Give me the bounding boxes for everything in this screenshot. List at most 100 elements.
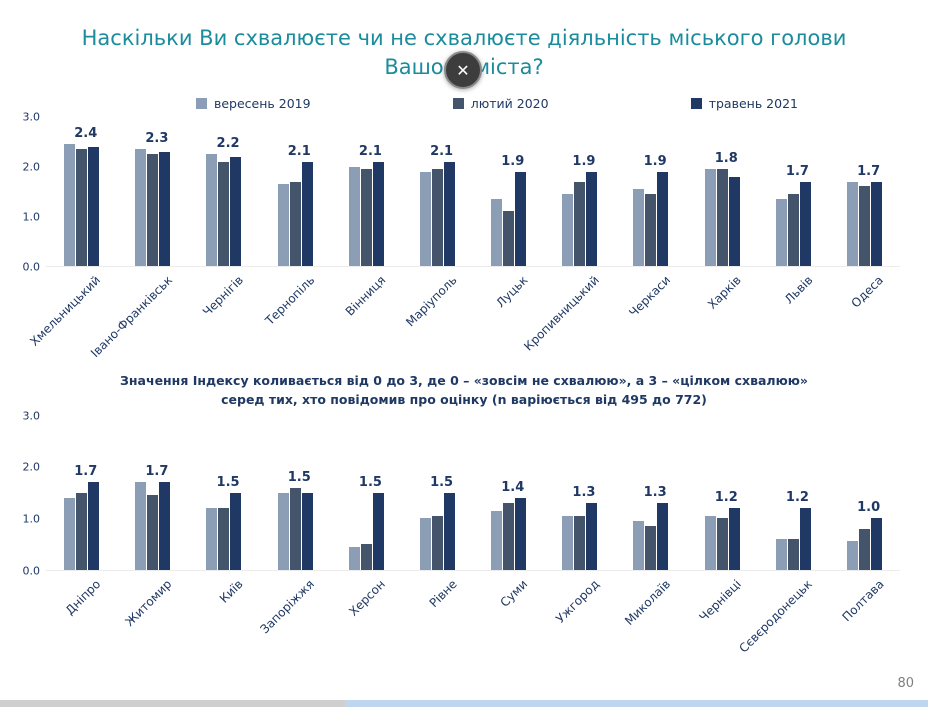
bar: [64, 497, 76, 570]
bars: [687, 117, 758, 266]
legend-label: травень 2021: [708, 95, 798, 111]
category: Житомир: [117, 571, 188, 659]
note-line1: Значення Індексу коливається від 0 до 3,…: [120, 372, 808, 388]
bar: [775, 538, 787, 570]
bars: [260, 416, 331, 570]
category: Полтава: [829, 571, 900, 659]
bar: [870, 518, 882, 570]
category-label: Одеса: [848, 272, 887, 311]
category-label: Херсон: [346, 576, 389, 619]
bar: [503, 211, 515, 266]
bar: [633, 188, 645, 266]
bar: [716, 169, 728, 266]
bars: [402, 416, 473, 570]
category-label: Чернівці: [696, 576, 745, 625]
bar: [870, 181, 882, 266]
bar-group: 1.3: [544, 416, 615, 570]
scrollbar-thumb[interactable]: [0, 700, 345, 707]
bar: [503, 502, 515, 570]
category-label: Черкаси: [626, 272, 673, 320]
value-label: 1.5: [287, 469, 311, 485]
y-tick-label: 1.0: [22, 512, 41, 526]
bar: [799, 508, 811, 570]
value-label: 1.9: [501, 153, 525, 169]
value-label: 1.5: [430, 474, 454, 490]
y-tick-label: 0.0: [22, 564, 41, 578]
bar: [206, 154, 218, 266]
bar: [515, 171, 527, 266]
legend-swatch: [196, 97, 207, 109]
bar: [360, 169, 372, 266]
bars: [615, 117, 686, 266]
category: Херсон: [331, 571, 402, 659]
legend-swatch: [452, 97, 464, 109]
value-label: 1.4: [501, 479, 525, 495]
scrollbar-track[interactable]: [0, 700, 928, 707]
value-label: 1.9: [572, 153, 596, 169]
bar: [491, 198, 503, 266]
y-tick-label: 3.0: [22, 409, 41, 423]
bar-group: 1.5: [260, 416, 331, 570]
category: Суми: [473, 571, 544, 659]
bars: [473, 416, 544, 570]
bar: [419, 171, 431, 266]
category: Кропивницький: [521, 267, 615, 367]
bar-group: 1.7: [117, 416, 188, 570]
category: Одеса: [829, 267, 900, 367]
category-label: Вінниця: [342, 272, 389, 319]
bar-group: 1.9: [473, 117, 544, 266]
bar: [64, 144, 76, 266]
value-label: 1.7: [785, 163, 809, 179]
category-label: Запоріжжя: [257, 576, 318, 637]
category: Черкаси: [615, 267, 686, 367]
bars: [188, 117, 259, 266]
y-tick-label: 2.0: [22, 460, 41, 474]
bar: [360, 544, 372, 570]
bar-group: 1.2: [758, 416, 829, 570]
legend-item: травень 2021: [690, 95, 798, 111]
close-button[interactable]: ✕: [444, 51, 482, 89]
category-label: Суми: [497, 576, 531, 610]
legend-label: лютий 2020: [470, 95, 549, 111]
page-title-line1: Наскільки Ви схвалюєте чи не схвалюєте д…: [81, 26, 847, 50]
bars: [829, 416, 900, 570]
category: Львів: [758, 267, 829, 367]
value-label: 1.8: [714, 151, 738, 167]
bar: [799, 181, 811, 266]
category-labels: Хмельницький Івано-Франківськ Чернігів Терн…: [28, 267, 900, 367]
bar: [562, 515, 574, 570]
bar-group: 2.2: [188, 117, 259, 266]
value-label: 2.2: [216, 136, 240, 152]
value-label: 1.2: [714, 490, 738, 506]
category: Чернігів: [188, 267, 259, 367]
category-label: Хмельницький: [27, 272, 104, 349]
bars: [544, 117, 615, 266]
value-label: 2.1: [287, 143, 311, 159]
bar: [846, 181, 858, 266]
bar: [787, 193, 799, 266]
value-label: 1.5: [216, 474, 240, 490]
category: Луцьк: [473, 267, 544, 367]
bar: [372, 492, 384, 570]
bar-group: 1.8: [687, 117, 758, 266]
value-label: 2.3: [145, 131, 169, 147]
bar: [348, 546, 360, 570]
bars: [758, 416, 829, 570]
value-label: 1.7: [74, 464, 98, 480]
bar: [301, 492, 313, 570]
bar: [289, 487, 301, 570]
category: Запоріжжя: [257, 571, 331, 659]
bar: [135, 482, 147, 570]
category-label: Луцьк: [493, 272, 531, 311]
y-tick-label: 3.0: [22, 110, 41, 124]
legend-label: вересень 2019: [214, 95, 311, 111]
value-label: 1.9: [643, 153, 667, 169]
value-label: 2.4: [74, 126, 98, 142]
bar: [704, 515, 716, 570]
plot-area: 2.4 2.3 2.2 2.1 2.1 2.1 1.9 1.9 1.9 1.8 1.7 1.7: [46, 117, 900, 267]
bar-group: 1.9: [544, 117, 615, 266]
bar-group: 1.2: [687, 416, 758, 570]
bar-group: 1.7: [758, 117, 829, 266]
category-label: Харків: [705, 272, 745, 312]
